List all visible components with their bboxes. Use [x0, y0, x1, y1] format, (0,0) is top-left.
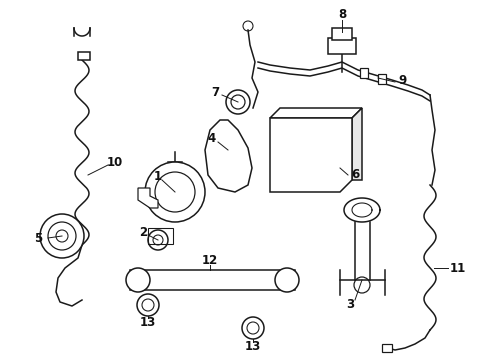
Bar [360, 68, 368, 78]
Text: 3: 3 [346, 298, 354, 311]
Text: 13: 13 [245, 339, 261, 352]
Circle shape [145, 162, 205, 222]
Circle shape [40, 214, 84, 258]
Text: 7: 7 [211, 85, 219, 99]
Text: 8: 8 [338, 9, 346, 22]
Text: 5: 5 [34, 231, 42, 244]
Text: 4: 4 [208, 131, 216, 144]
Text: 2: 2 [139, 225, 147, 238]
Text: 10: 10 [107, 156, 123, 168]
Circle shape [137, 294, 159, 316]
Bar [382, 344, 392, 352]
Bar [328, 38, 356, 54]
Bar [332, 28, 352, 40]
Circle shape [148, 230, 168, 250]
Circle shape [126, 268, 150, 292]
Text: 12: 12 [202, 253, 218, 266]
Polygon shape [270, 108, 362, 118]
Polygon shape [205, 120, 252, 192]
Text: 1: 1 [154, 171, 162, 184]
Text: 11: 11 [450, 261, 466, 274]
Text: 13: 13 [140, 315, 156, 328]
Bar [378, 74, 386, 84]
Bar [130, 270, 295, 290]
Text: 9: 9 [398, 73, 406, 86]
Bar [78, 52, 90, 60]
Polygon shape [270, 118, 352, 192]
Circle shape [242, 317, 264, 339]
Circle shape [226, 90, 250, 114]
Circle shape [275, 268, 299, 292]
Polygon shape [138, 188, 158, 208]
Text: 6: 6 [351, 168, 359, 181]
Bar [148, 228, 173, 244]
Polygon shape [352, 108, 362, 180]
